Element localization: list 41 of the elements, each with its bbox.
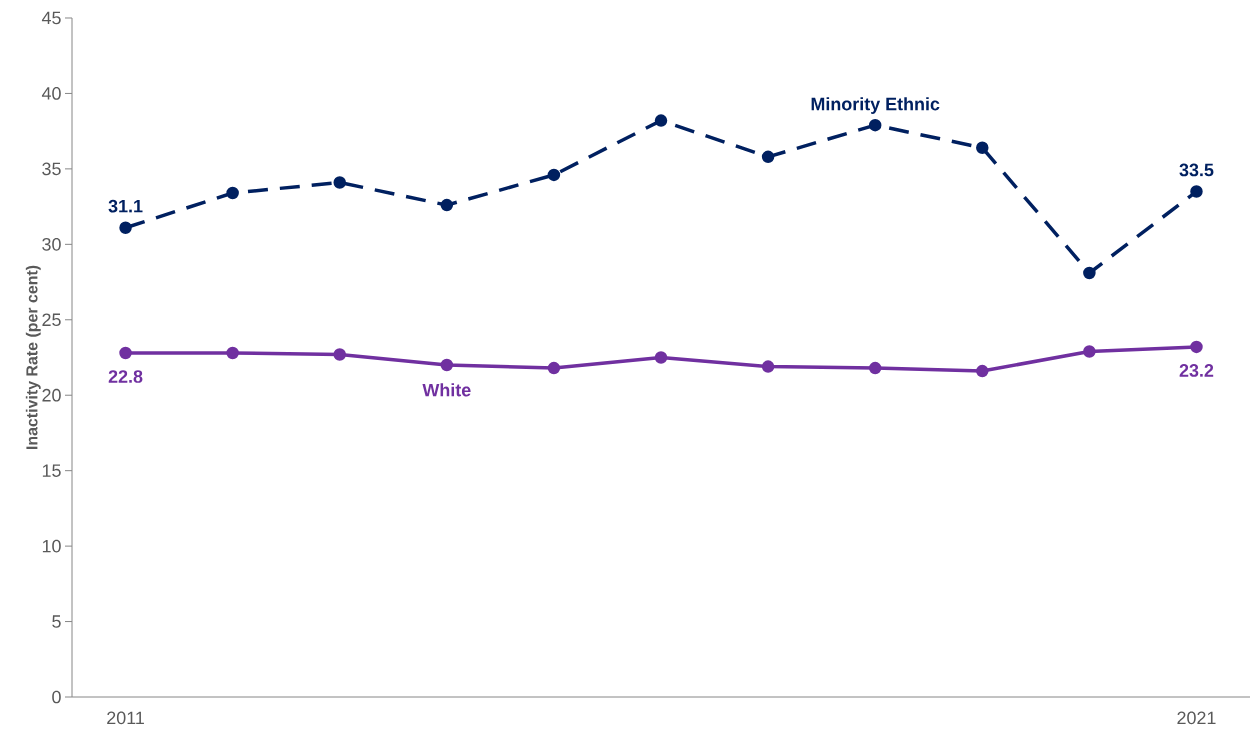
- point: [868, 118, 882, 132]
- y-tick-label: 20: [42, 388, 61, 402]
- point: [761, 360, 775, 373]
- point: [1190, 185, 1203, 198]
- data-label: 33.5: [1179, 163, 1214, 177]
- y-tick-label: 5: [52, 615, 61, 628]
- point: [547, 361, 561, 375]
- data-label: 22.8: [108, 370, 143, 383]
- point: [654, 114, 668, 127]
- point: [1083, 345, 1096, 358]
- x-tick-label: 2011: [107, 711, 144, 725]
- y-tick-label: 25: [42, 313, 61, 327]
- y-tick-label: 15: [42, 464, 61, 477]
- series-label: Minority Ethnic: [811, 97, 940, 114]
- y-axis-title: Inactivity Rate (per cent): [25, 265, 41, 449]
- x-tick-label: 2021: [1177, 711, 1216, 725]
- point: [226, 346, 239, 360]
- point: [976, 364, 989, 378]
- point: [547, 168, 561, 182]
- point: [226, 186, 239, 200]
- series-label: White: [422, 383, 471, 397]
- point: [976, 141, 989, 155]
- point: [1190, 340, 1203, 354]
- data-label: 31.1: [108, 199, 143, 213]
- point: [333, 348, 346, 361]
- point: [868, 361, 882, 375]
- point: [119, 221, 132, 234]
- point: [654, 351, 668, 364]
- point: [761, 150, 775, 164]
- y-tick-label: 0: [52, 690, 61, 704]
- point: [333, 176, 346, 189]
- y-tick-label: 45: [41, 11, 61, 25]
- point: [119, 346, 132, 360]
- point: [440, 358, 454, 372]
- y-tick-label: 10: [42, 539, 61, 553]
- y-tick-label: 40: [41, 87, 61, 100]
- point: [1083, 266, 1096, 280]
- data-label: 23.2: [1179, 364, 1214, 377]
- point: [440, 198, 454, 212]
- y-tick-label: 35: [42, 162, 61, 176]
- y-tick-label: 30: [42, 237, 61, 251]
